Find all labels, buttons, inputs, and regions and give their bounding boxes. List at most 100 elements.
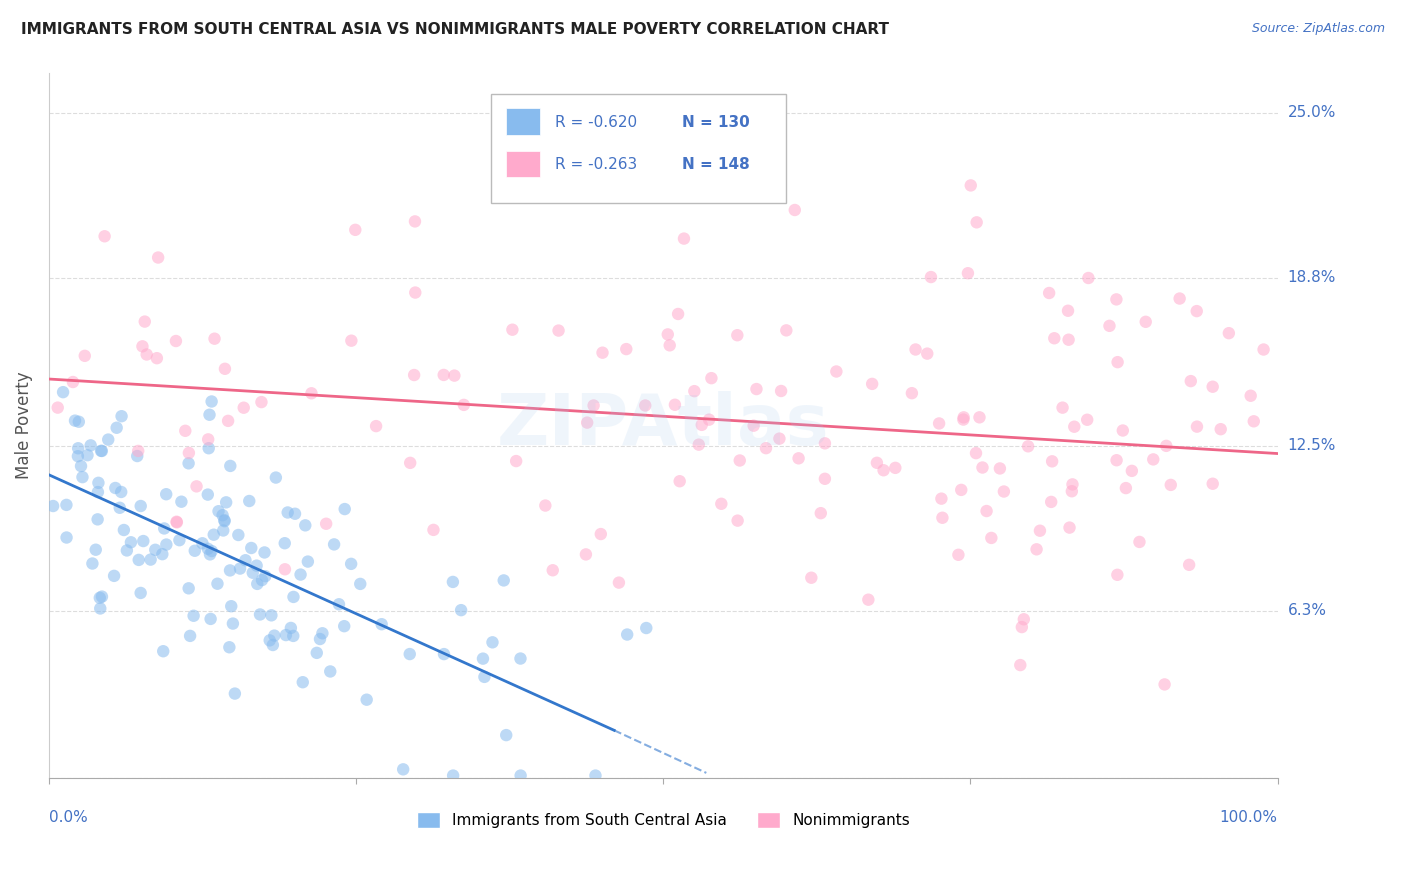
Point (1253, 343, 1275, 357)
Point (725, 328, 748, 343)
Point (1057, 333, 1080, 347)
Point (976, 504, 998, 518)
Point (197, 541, 219, 556)
Point (110, 485, 132, 500)
Point (969, 410, 991, 425)
Point (70, 459, 93, 474)
Point (294, 518, 316, 533)
Point (217, 414, 239, 428)
Point (79, 438, 101, 452)
Point (72, 470, 94, 484)
Point (993, 484, 1015, 499)
Point (770, 384, 793, 398)
Point (131, 339, 153, 353)
Point (1105, 293, 1128, 307)
Point (433, 647, 456, 661)
Point (931, 491, 953, 506)
Point (197, 433, 219, 447)
Point (283, 590, 305, 604)
Point (91, 590, 114, 604)
Point (297, 555, 319, 569)
Point (177, 446, 200, 460)
Point (42, 499, 65, 513)
Point (155, 537, 177, 551)
Point (988, 461, 1011, 475)
Point (274, 628, 297, 642)
Point (1040, 495, 1063, 509)
Point (183, 608, 205, 623)
Point (980, 531, 1002, 545)
Legend: Immigrants from South Central Asia, Nonimmigrants: Immigrants from South Central Asia, Noni… (411, 805, 917, 834)
Point (1240, 389, 1263, 403)
Point (745, 382, 768, 396)
Point (323, 537, 346, 551)
Point (683, 384, 706, 399)
Point (105, 421, 128, 435)
Point (399, 456, 422, 470)
Point (108, 500, 131, 515)
Point (250, 395, 273, 409)
Point (62, 375, 84, 389)
Point (858, 592, 880, 607)
Point (254, 569, 277, 583)
Point (170, 494, 193, 508)
Point (290, 567, 312, 582)
Point (364, 419, 387, 434)
Text: 18.8%: 18.8% (1288, 270, 1336, 285)
Point (1243, 414, 1265, 428)
Point (274, 562, 297, 576)
Text: Source: ZipAtlas.com: Source: ZipAtlas.com (1251, 22, 1385, 36)
Point (222, 616, 245, 631)
Point (505, 454, 527, 468)
Point (89, 601, 111, 615)
Point (249, 607, 271, 622)
Point (1153, 677, 1175, 691)
Point (179, 629, 201, 643)
Point (1107, 355, 1129, 369)
Point (1043, 331, 1066, 345)
Point (112, 523, 135, 537)
Point (607, 575, 630, 590)
Point (952, 410, 974, 425)
Point (1029, 524, 1052, 538)
Point (52, 385, 75, 400)
Point (191, 536, 214, 550)
Point (1057, 303, 1080, 318)
Point (928, 417, 950, 431)
Point (825, 364, 848, 378)
Point (966, 215, 988, 229)
Point (690, 417, 713, 432)
Point (700, 371, 723, 385)
Point (1025, 542, 1047, 557)
Point (340, 334, 363, 348)
Point (55, 498, 77, 512)
Point (311, 626, 333, 640)
Point (240, 541, 263, 555)
Point (950, 483, 973, 497)
Point (86, 512, 108, 526)
Point (1115, 481, 1137, 495)
Point (238, 494, 260, 508)
Point (872, 463, 894, 477)
Point (1154, 439, 1177, 453)
Point (492, 574, 515, 588)
Point (481, 635, 503, 649)
Point (1202, 380, 1225, 394)
Point (1098, 318, 1121, 333)
Point (319, 665, 342, 679)
Text: IMMIGRANTS FROM SOUTH CENTRAL ASIA VS NONIMMIGRANTS MALE POVERTY CORRELATION CHA: IMMIGRANTS FROM SOUTH CENTRAL ASIA VS NO… (21, 22, 889, 37)
Point (576, 416, 599, 430)
Point (197, 442, 219, 456)
Point (441, 768, 464, 782)
Point (585, 768, 607, 782)
Point (89, 591, 111, 605)
Point (132, 534, 155, 549)
Point (153, 521, 176, 535)
Point (866, 456, 889, 470)
Point (93, 229, 115, 244)
Point (104, 481, 127, 495)
Point (814, 472, 837, 486)
Point (356, 692, 378, 706)
Point (146, 351, 169, 366)
Point (218, 640, 240, 655)
